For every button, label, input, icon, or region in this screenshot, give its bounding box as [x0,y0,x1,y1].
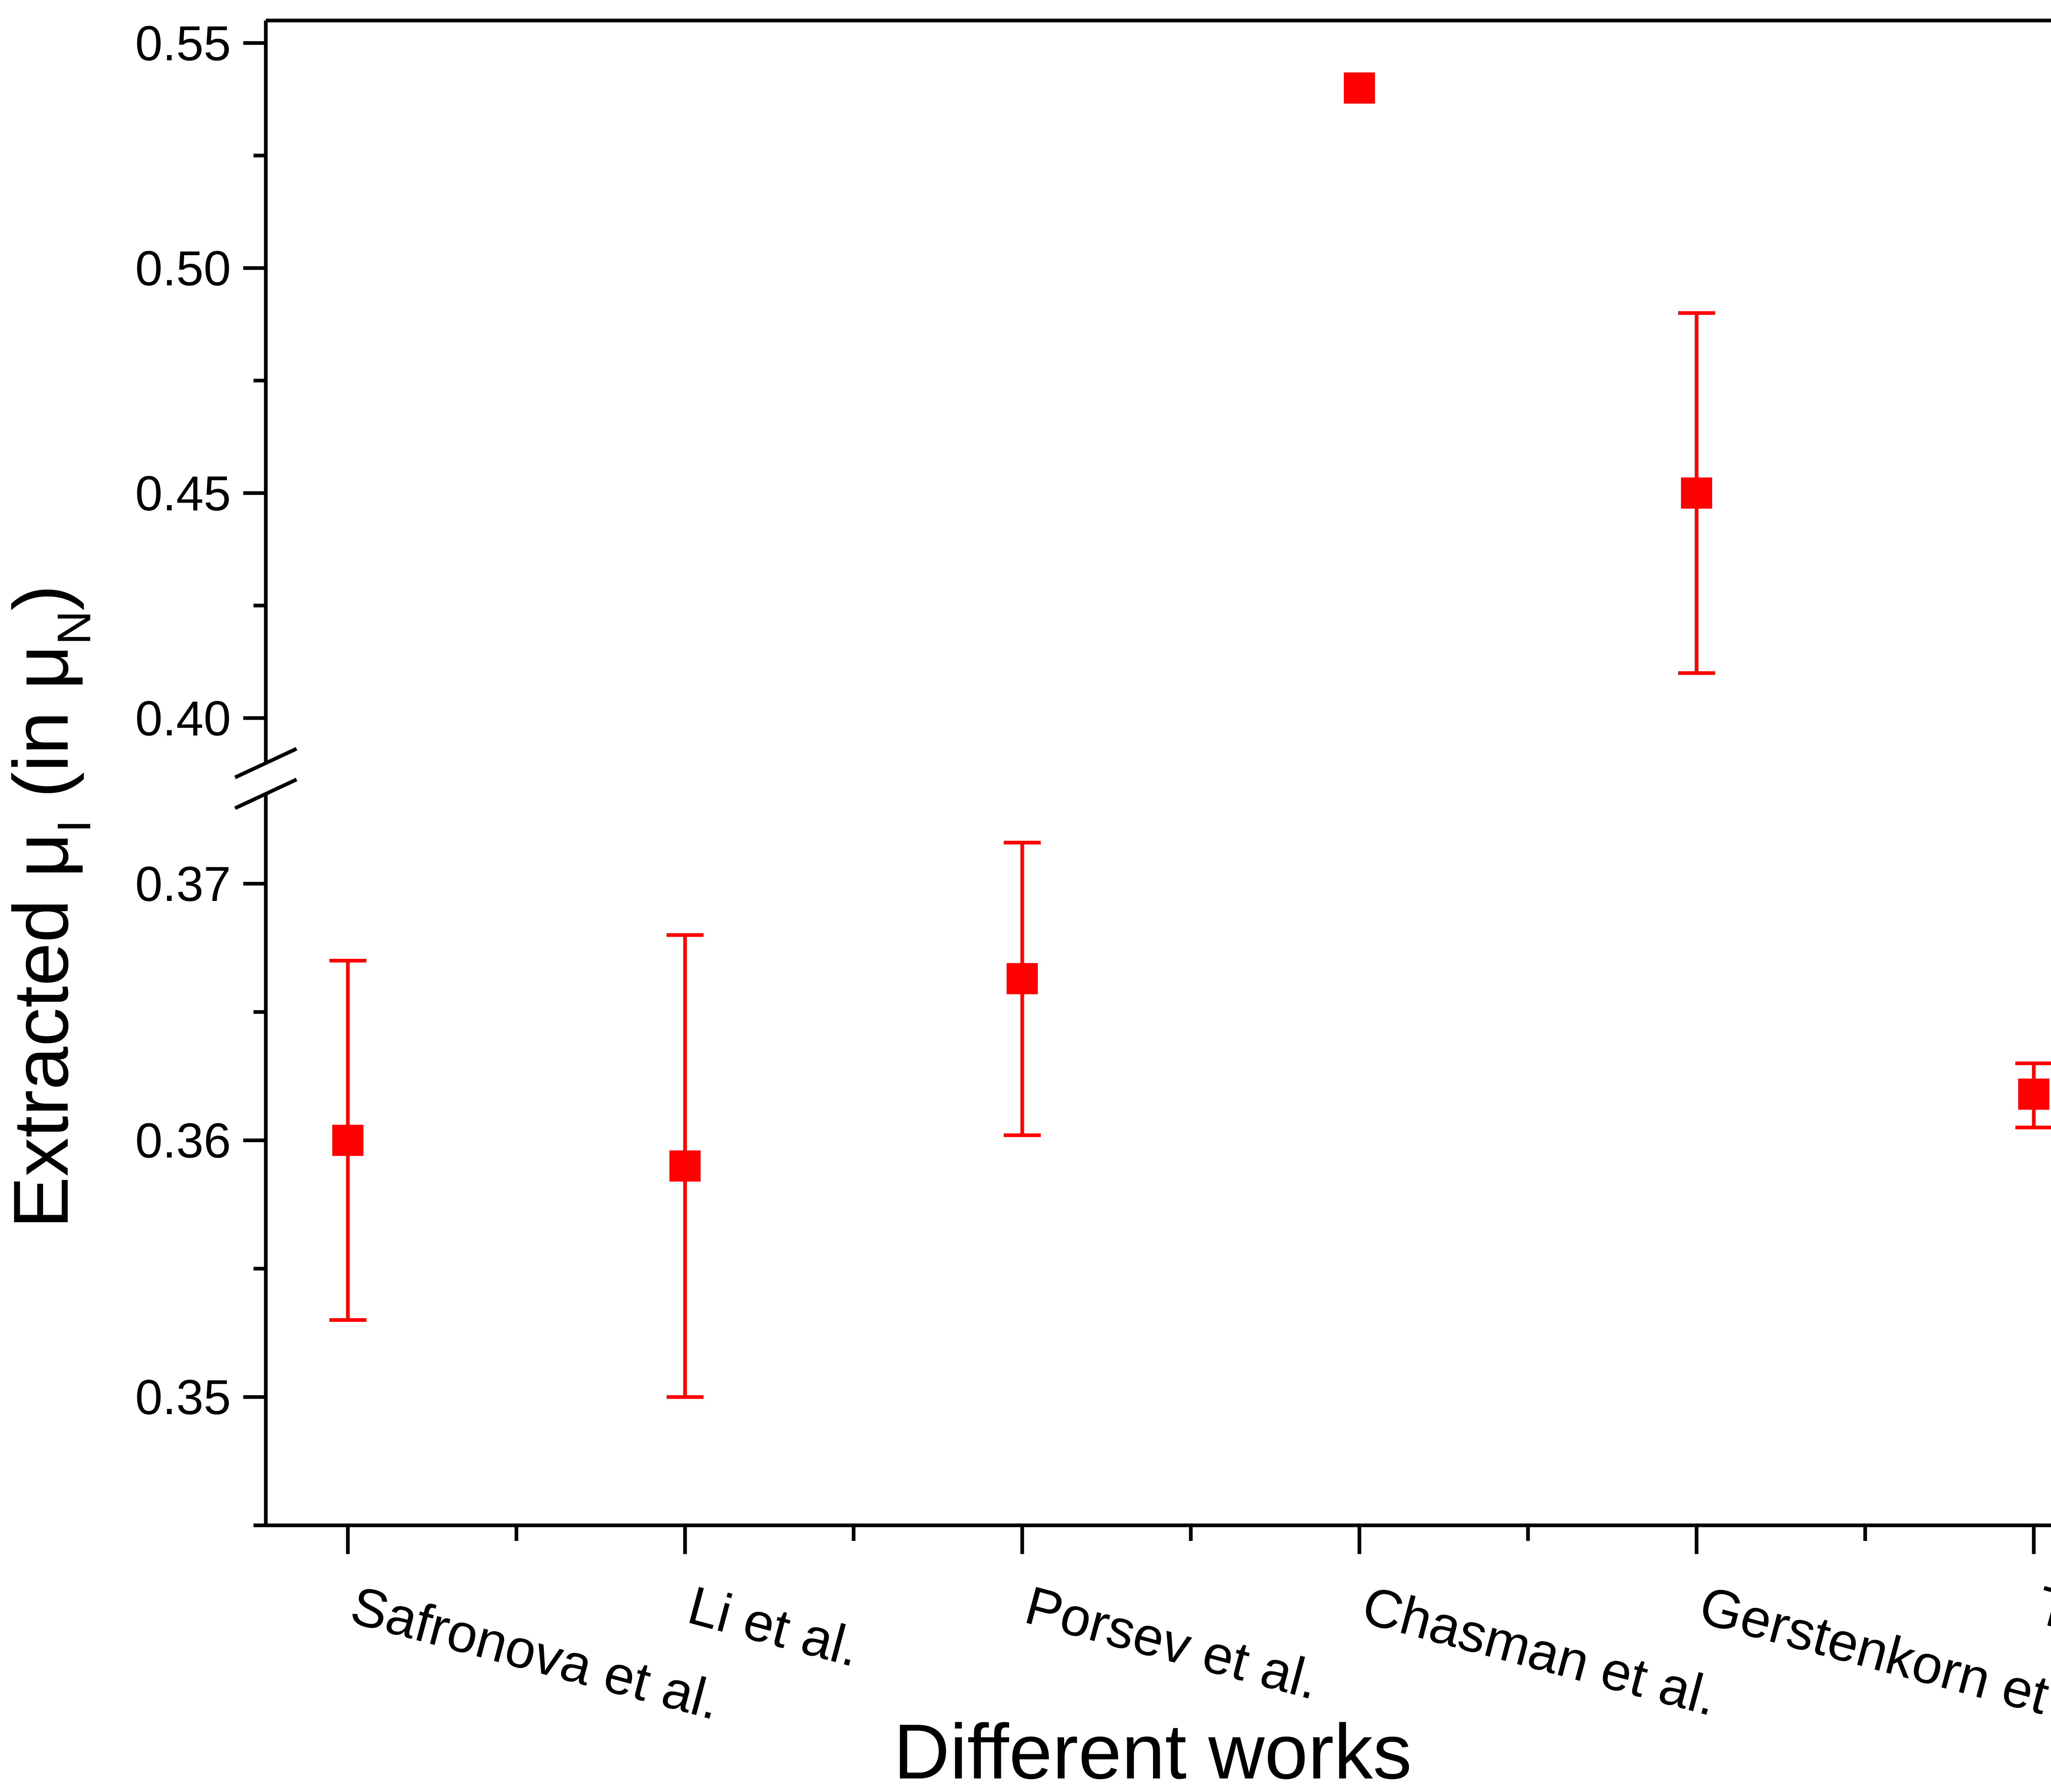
x-tick-label: Safronova et al. [345,1575,727,1731]
data-point [1344,72,1375,104]
data-point [1681,477,1712,509]
axis-break-mark-upper [234,747,297,779]
y-axis-title-suffix: ) [0,585,85,610]
data-points [329,72,2051,1399]
labels: 0.35 0.36 0.37 0.40 0.45 0.50 0.55 Safronova et… [135,16,2051,1744]
data-point [669,1150,701,1182]
y-axis-title-sub-n: N [48,611,100,645]
axes [234,18,2051,1527]
y-tick-label: 0.55 [135,16,231,71]
ticks [243,41,2036,1554]
x-axis-title: Different works [893,1708,1412,1792]
x-tick-label: Porsev et al. [1019,1575,1326,1711]
y-axis-title-middle: (in μ [0,645,85,820]
x-tick-label: Gerstenkorn et al. [1694,1575,2051,1744]
x-tick-label: Chasman et al. [1357,1575,1724,1727]
y-axis-title-sub-i: I [48,820,100,833]
data-point [2018,1078,2049,1110]
data-point [332,1125,363,1156]
data-point [1007,963,1038,994]
y-tick-label: 0.50 [135,241,231,296]
y-tick-label: 0.45 [135,466,231,521]
axis-break-mark-lower [234,777,297,810]
y-tick-label: 0.35 [135,1370,231,1425]
y-axis-title-prefix: Extracted μ [0,833,85,1229]
y-tick-label: 0.37 [135,857,231,912]
x-tick-label: Li et al. [682,1575,866,1678]
y-tick-label: 0.36 [135,1113,231,1168]
y-axis-title: Extracted μI (in μN) [0,585,100,1228]
y-tick-label: 0.40 [135,691,231,746]
